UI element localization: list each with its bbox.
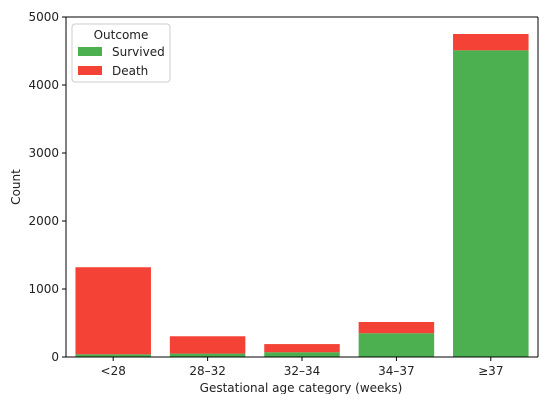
- y-tick-label: 4000: [28, 78, 59, 92]
- bar-death-0: [75, 267, 151, 355]
- ticks-group: 0 1000 2000 3000 4000 5000 <28 28–32 32–34 34–37 ≥…: [28, 10, 503, 378]
- legend: Outcome Survived Death: [71, 23, 171, 83]
- y-tick-label: 2000: [28, 214, 59, 228]
- bar-survived-2: [264, 352, 340, 357]
- bar-death-1: [169, 336, 246, 354]
- y-tick-label: 1000: [28, 282, 59, 296]
- legend-swatch-death: [78, 66, 102, 75]
- bar-survived-0: [75, 354, 151, 357]
- y-tick-label: 3000: [28, 146, 59, 160]
- x-tick-label: <28: [101, 364, 126, 378]
- bar-death-4: [453, 34, 529, 51]
- legend-title: Outcome: [94, 28, 149, 42]
- x-tick-label: ≥37: [478, 364, 503, 378]
- x-tick-label: 28–32: [189, 364, 226, 378]
- bar-death-3: [358, 321, 435, 334]
- y-tick-label: 0: [51, 350, 59, 364]
- bar-survived-4: [453, 50, 529, 357]
- x-axis-label: Gestational age category (weeks): [200, 381, 403, 394]
- axes-group: [65, 16, 539, 358]
- bar-survived-1: [169, 353, 246, 357]
- x-tick-label: 32–34: [284, 364, 321, 378]
- bars-group: [75, 34, 529, 357]
- y-tick-label: 5000: [28, 10, 59, 24]
- bar-death-2: [264, 344, 340, 353]
- y-axis-label: Count: [9, 169, 23, 205]
- legend-label-survived: Survived: [112, 45, 165, 59]
- x-tick-label: 34–37: [378, 364, 415, 378]
- bar-survived-3: [358, 333, 435, 357]
- legend-label-death: Death: [112, 64, 148, 78]
- legend-swatch-survived: [78, 47, 102, 56]
